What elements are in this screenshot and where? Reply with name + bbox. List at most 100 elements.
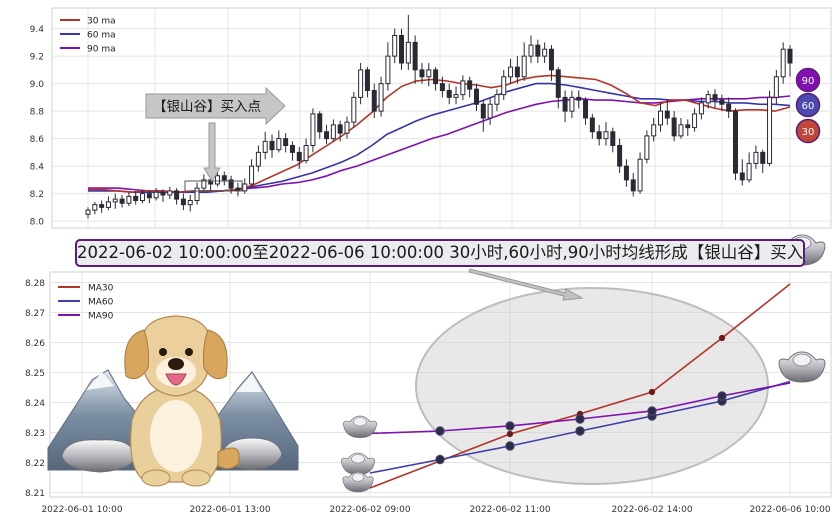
candle-body — [542, 48, 548, 57]
series-point — [575, 414, 585, 424]
candle-body — [658, 110, 664, 126]
candle — [603, 122, 609, 146]
bottom-y-tick-label: 8.22 — [25, 459, 45, 469]
dog-paw-left — [141, 469, 171, 487]
candle — [133, 190, 139, 205]
candle-body — [692, 113, 698, 129]
candle — [651, 118, 657, 142]
candle-body — [160, 191, 166, 196]
candle-body — [317, 113, 323, 133]
series-point — [506, 430, 514, 438]
candle-body — [364, 69, 370, 91]
candle-body — [589, 117, 595, 133]
candle — [589, 113, 595, 139]
candle — [473, 83, 479, 112]
candle-body — [180, 198, 186, 206]
candle-body — [324, 131, 330, 140]
candle-body — [514, 66, 520, 78]
candle-body — [617, 145, 623, 167]
ingot-icon — [342, 471, 374, 493]
candle-body — [208, 179, 214, 185]
candle — [760, 149, 766, 173]
candle-body — [623, 165, 629, 181]
top-legend-label: 30 ma — [87, 17, 116, 27]
candle — [419, 63, 425, 84]
candle-body — [249, 165, 255, 185]
candle — [480, 100, 486, 132]
candle — [324, 124, 330, 145]
candle — [296, 146, 302, 169]
candle-body — [146, 193, 152, 199]
top-y-tick-label: 8.2 — [30, 190, 44, 200]
ma-end-badge-label: 90 — [802, 76, 815, 87]
top-y-tick-label: 8.0 — [30, 218, 45, 228]
bottom-y-tick-label: 8.21 — [25, 489, 45, 499]
candle-body — [276, 138, 282, 151]
candle-body — [433, 69, 439, 85]
candle — [671, 111, 677, 142]
candle — [555, 67, 561, 109]
signal-banner: 2022-06-02 10:00:00至2022-06-06 10:00:00 … — [75, 239, 805, 267]
candle — [242, 178, 248, 194]
candle — [221, 171, 227, 186]
candle — [767, 90, 773, 167]
candle — [378, 76, 384, 117]
series-point — [435, 426, 445, 436]
top-y-tick-label: 9.2 — [30, 53, 44, 63]
bottom-x-tick-label: 2022-06-02 14:00 — [611, 505, 692, 515]
candle-body — [262, 140, 268, 153]
candle-body — [153, 191, 159, 199]
candle-body — [610, 131, 616, 146]
candle-body — [453, 94, 459, 98]
candle — [494, 89, 500, 112]
candle-body — [603, 131, 609, 140]
candle — [289, 141, 295, 161]
bottom-legend-label: MA60 — [88, 298, 114, 308]
candle — [439, 76, 445, 98]
candle-body — [399, 35, 405, 64]
candle-body — [378, 83, 384, 112]
candle — [664, 100, 670, 125]
candle — [637, 152, 643, 194]
candle — [780, 42, 786, 84]
candlestick-chart: 8.0 8.2 8.4 8.6 8.8 9.0 9.2 9.4 【银山谷】买入点 30 ma 60 … — [30, 7, 832, 229]
candle — [521, 42, 527, 81]
candle — [426, 63, 432, 87]
highlight-ellipse — [415, 287, 769, 485]
dog-eye-right — [185, 348, 193, 356]
candle — [726, 97, 732, 118]
ingot-icon — [341, 452, 375, 475]
candle — [644, 130, 650, 164]
candle-body — [494, 94, 500, 105]
ingot-top — [351, 454, 365, 464]
candle-body — [753, 151, 759, 164]
candle — [405, 14, 411, 70]
candle — [140, 189, 146, 204]
candle-body — [167, 190, 173, 196]
candle — [337, 120, 343, 142]
ingot-body — [342, 471, 374, 493]
candle-body — [760, 151, 766, 164]
bottom-legend-label: MA90 — [88, 312, 114, 322]
candle — [508, 58, 514, 84]
dog-nose — [168, 358, 184, 370]
candle-body — [99, 204, 105, 208]
candle-body — [548, 48, 554, 71]
candle-body — [371, 90, 377, 112]
series-point — [505, 441, 515, 451]
bottom-y-tick-label: 8.23 — [25, 429, 45, 439]
bottom-x-tick-label: 2022-06-02 09:00 — [329, 505, 410, 515]
candle-body — [235, 187, 241, 192]
candle — [698, 97, 704, 120]
ingot-icon — [343, 415, 377, 438]
top-y-tick-label: 8.6 — [30, 135, 45, 145]
candle — [596, 124, 602, 146]
dog-chest — [150, 400, 202, 472]
candle-body — [405, 41, 411, 64]
candle-body — [85, 209, 91, 215]
candle-body — [126, 195, 132, 204]
dog-ear-right — [203, 329, 228, 380]
candle — [385, 42, 391, 91]
candle — [174, 188, 180, 205]
candle-body — [569, 96, 575, 112]
